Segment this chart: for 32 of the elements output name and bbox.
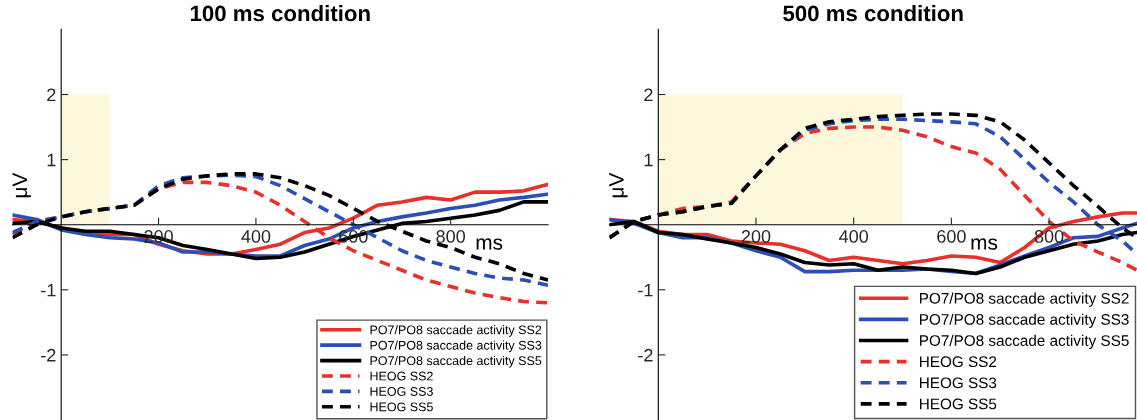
x-tick-label: 600 [937,230,966,243]
y-tick-label: 2 [644,88,653,102]
legend-label: HEOG SS2 [920,356,997,368]
chart-title: 100 ms condition [190,4,370,22]
x-tick-label: 800 [436,230,466,243]
x-tick-label: 600 [339,230,368,243]
x-tick-label: 200 [741,230,771,243]
legend-label: PO7/PO8 saccade activity SS2 [370,325,542,337]
legend-label: HEOG SS5 [370,402,433,412]
y-tick-label: -2 [41,348,56,362]
x-tick-label: 400 [241,230,271,243]
x-axis-title: ms [476,238,503,250]
legend-label: PO7/PO8 saccade activity SS5 [920,334,1129,350]
y-axis-title: μV [12,172,31,198]
y-tick-label: -1 [638,283,653,297]
x-tick-label: 400 [839,230,869,243]
y-axis-title: μV [609,172,628,198]
x-axis-title: ms [971,238,998,250]
legend-label: PO7/PO8 saccade activity SS2 [920,292,1129,307]
legend-label: PO7/PO8 saccade activity SS5 [370,355,542,368]
y-tick-label: 1 [644,153,653,167]
y-tick-label: -2 [638,348,653,362]
legend-label: HEOG SS2 [370,371,433,381]
legend-label: PO7/PO8 saccade activity SS3 [920,313,1129,328]
chart-title: 500 ms condition [783,4,963,22]
legend-label: HEOG SS5 [920,398,997,410]
y-tick-label: 2 [47,88,56,102]
y-tick-label: -1 [41,283,56,297]
legend-label: HEOG SS3 [920,377,997,389]
legend-label: HEOG SS3 [370,387,433,396]
y-tick-label: 1 [47,153,56,167]
legend-label: PO7/PO8 saccade activity SS3 [370,340,542,353]
